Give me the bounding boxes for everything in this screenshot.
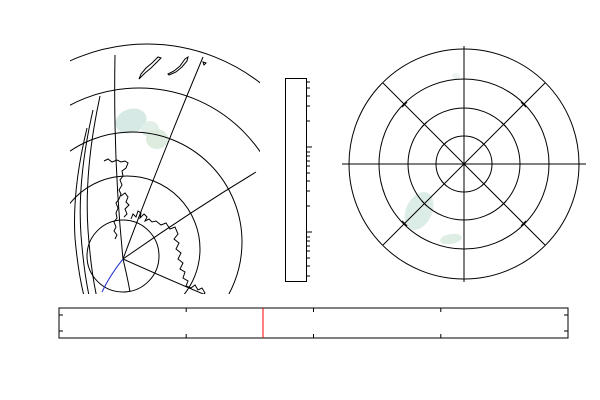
map-coastlines (104, 57, 206, 296)
polar-diagonal-ticks (402, 102, 526, 226)
map-nz-north-island (168, 57, 188, 75)
altplot-axis-ticks (59, 308, 568, 338)
polar-grid-panel (342, 46, 586, 282)
map-latitude-circles (0, 0, 377, 400)
altplot-frame (59, 308, 568, 338)
colorbar (285, 78, 307, 282)
map-noon-meridian-blue (102, 259, 123, 292)
geographic-map-panel (0, 0, 377, 400)
colorbar-ticks (306, 82, 312, 276)
map-limb-arcs (75, 96, 101, 300)
map-aurora-patches (115, 108, 168, 149)
altitude-plot-panel (59, 308, 568, 338)
map-small-island (203, 62, 206, 65)
map-nz-south-island (139, 57, 161, 79)
map-meridians (115, 55, 256, 296)
